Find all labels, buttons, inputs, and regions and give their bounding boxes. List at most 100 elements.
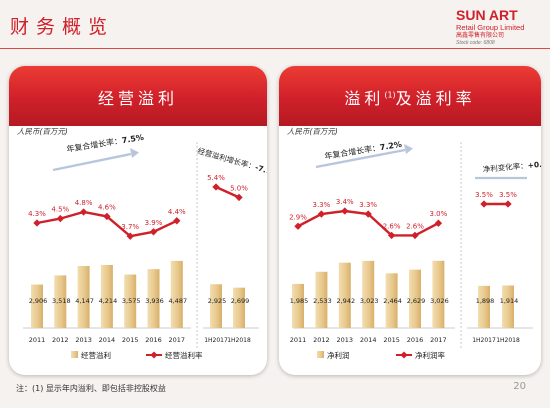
bar <box>100 265 113 328</box>
bar <box>362 260 375 328</box>
margin-marker <box>434 219 443 227</box>
x-tick-label: 2015 <box>383 336 400 344</box>
bar <box>124 274 137 328</box>
x-tick-label: 2013 <box>337 336 354 344</box>
change-value: -7.7% <box>254 163 267 178</box>
half-year-tick-label: 1H2017 <box>472 337 496 344</box>
logo-brand: SUN ART <box>456 7 518 23</box>
bar-value-label: 2,464 <box>383 297 402 305</box>
margin-marker <box>126 232 134 240</box>
margin-value-label: 4.5% <box>51 206 69 214</box>
half-year-change-annotation: 净利变化率：+0.8% <box>482 158 541 174</box>
half-year-margin-label: 5.4% <box>207 174 225 182</box>
operating-profit-panel: 经营溢利 人民币(百万元) 年复合增长率：7.5% 2,906 2011 3,518 20… <box>9 66 267 375</box>
y-axis-unit-label: 人民币(百万元) <box>17 127 68 136</box>
half-year-tick-label: 1H2018 <box>496 337 520 344</box>
bar <box>385 273 398 328</box>
sun-art-logo: SUN ART Retail Group Limited 高鑫零售有限公司 St… <box>456 8 536 47</box>
x-tick-label: 2017 <box>169 336 186 344</box>
legend-line-label: 经营溢利率 <box>165 350 203 360</box>
half-year-margin-label: 3.5% <box>499 191 517 199</box>
bar <box>77 266 90 328</box>
margin-marker <box>341 207 349 215</box>
margin-value-label: 4.6% <box>98 203 116 211</box>
x-tick-label: 2016 <box>145 336 162 344</box>
half-year-margin-label: 5.0% <box>230 184 248 192</box>
legend-line-marker <box>150 351 158 359</box>
x-tick-label: 2011 <box>290 336 307 344</box>
bar <box>315 271 328 328</box>
margin-marker <box>294 222 302 230</box>
bar-value-label: 2,942 <box>336 297 355 305</box>
x-tick-label: 2014 <box>99 336 116 344</box>
margin-value-label: 3.3% <box>313 201 331 209</box>
margin-marker <box>173 217 181 225</box>
y-axis-unit-label: 人民币(百万元) <box>287 127 338 136</box>
change-value: +0.8% <box>527 159 541 170</box>
bar-value-label: 3,936 <box>145 297 164 305</box>
net-profit-panel: 溢利(1)及溢利率 人民币(百万元) 年复合增长率：7.2% 1,985 2011 2,… <box>279 66 541 375</box>
legend-bar-label: 净利润 <box>327 350 350 360</box>
growth-arrow <box>52 152 132 172</box>
growth-arrow-head <box>130 148 139 158</box>
growth-rate-value: 7.5% <box>121 133 144 145</box>
legend-line-label: 净利润率 <box>415 350 445 360</box>
bar-value-label: 3,518 <box>52 297 71 305</box>
chart-title: 经营溢利 <box>9 85 267 109</box>
x-tick-label: 2012 <box>52 336 69 344</box>
panel-banner: 溢利(1)及溢利率 <box>279 66 541 126</box>
bar <box>292 283 304 328</box>
growth-rate-label: 年复合增长率： <box>324 142 381 161</box>
bar <box>54 275 67 328</box>
half-year-bar <box>502 285 514 328</box>
change-label: 经营溢利增长率： <box>196 145 256 171</box>
operating-profit-chart: 人民币(百万元)年复合增长率：7.5% 2,906 2011 3,518 2012 4,1… <box>17 127 267 360</box>
margin-marker <box>149 228 158 236</box>
half-year-bar-value-label: 2,699 <box>231 297 250 305</box>
half-year-margin-line <box>215 185 240 199</box>
half-year-margin-marker <box>504 200 512 208</box>
half-year-bar-value-label: 1,898 <box>476 297 495 305</box>
bar-value-label: 4,214 <box>99 297 118 305</box>
footnote: 注：(1) 显示年内溢利、即包括非控股权益 <box>16 384 166 393</box>
margin-value-label: 2.9% <box>289 213 307 221</box>
half-year-bar <box>478 285 490 328</box>
half-year-tick-label: 1H2017 <box>204 337 228 344</box>
half-year-bar-value-label: 2,925 <box>208 297 227 305</box>
bar-value-label: 2,629 <box>407 297 426 305</box>
x-tick-label: 2016 <box>407 336 424 344</box>
margin-marker <box>79 208 88 216</box>
bar <box>338 262 351 328</box>
x-tick-label: 2012 <box>313 336 330 344</box>
half-year-bar <box>233 287 245 328</box>
margin-value-label: 3.4% <box>336 198 354 206</box>
margin-value-label: 4.3% <box>28 210 46 218</box>
bar <box>147 269 160 328</box>
margin-value-label: 4.8% <box>75 199 93 207</box>
half-year-margin-marker <box>212 183 220 191</box>
bar <box>432 260 445 328</box>
half-year-margin-marker <box>480 200 488 208</box>
growth-arrow <box>315 148 406 169</box>
margin-marker <box>33 219 41 227</box>
change-label: 净利变化率： <box>482 160 528 174</box>
x-tick-label: 2014 <box>360 336 377 344</box>
chart-title: 溢利(1)及溢利率 <box>279 85 541 109</box>
logo-stock-code: Stock code: 6808 <box>456 40 495 46</box>
bar-value-label: 3,575 <box>122 297 141 305</box>
margin-value-label: 3.7% <box>121 223 139 231</box>
legend-bar-label: 经营溢利 <box>81 350 111 360</box>
header-divider <box>0 48 550 49</box>
half-year-bar-value-label: 1,914 <box>500 297 519 305</box>
x-tick-label: 2017 <box>430 336 447 344</box>
legend-bar-swatch <box>71 351 78 358</box>
margin-value-label: 3.9% <box>145 219 163 227</box>
x-tick-label: 2011 <box>29 336 46 344</box>
growth-rate-label: 年复合增长率： <box>66 135 123 154</box>
margin-value-label: 2.6% <box>406 222 424 230</box>
margin-value-label: 3.0% <box>430 210 448 218</box>
logo-chinese-name: 高鑫零售有限公司 <box>456 33 505 39</box>
half-year-margin-marker <box>235 193 243 202</box>
bar <box>409 269 421 328</box>
chart-title-suffix: 及溢利率 <box>395 89 476 108</box>
